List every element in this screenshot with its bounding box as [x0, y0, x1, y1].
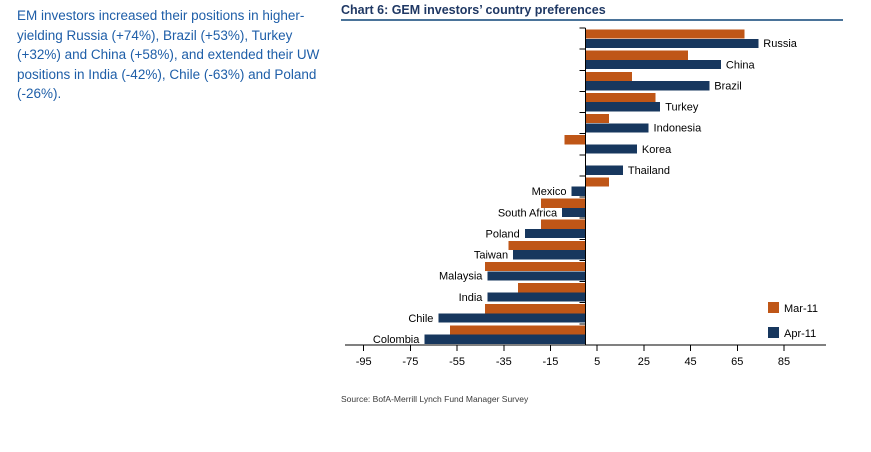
x-tick-label-65: 65	[731, 356, 743, 368]
category-label-thailand: Thailand	[628, 165, 670, 177]
category-label-colombia: Colombia	[373, 334, 420, 346]
category-label-poland: Poland	[486, 228, 520, 240]
legend-label-apr-11: Apr-11	[784, 328, 816, 340]
bar-mar-11-malaysia	[485, 261, 586, 272]
category-label-chile: Chile	[408, 313, 433, 325]
bar-apr-11-south-africa	[562, 207, 586, 218]
bar-mar-11-taiwan	[508, 240, 586, 251]
chart-title: Chart 6: GEM investors’ country preferen…	[341, 3, 606, 17]
category-label-india: India	[459, 292, 484, 304]
bar-mar-11-colombia	[450, 325, 586, 335]
bar-mar-11-russia	[585, 29, 745, 39]
category-label-brazil: Brazil	[714, 80, 742, 92]
bar-apr-11-indonesia	[585, 123, 649, 133]
bar-apr-11-thailand	[585, 165, 623, 175]
bar-mar-11-mexico	[585, 177, 609, 187]
x-tick-label--55: -55	[449, 356, 465, 368]
x-tick-label--75: -75	[402, 356, 418, 368]
bar-apr-11-mexico	[571, 186, 586, 196]
category-label-turkey: Turkey	[665, 102, 699, 114]
bar-mar-11-korea	[564, 135, 586, 145]
bar-apr-11-china	[585, 59, 721, 70]
category-label-south-africa: South Africa	[498, 207, 558, 219]
bar-mar-11-turkey	[585, 92, 656, 103]
category-label-china: China	[726, 59, 756, 71]
legend-swatch-mar-11	[768, 302, 779, 313]
x-tick-label--15: -15	[543, 356, 559, 368]
bar-apr-11-korea	[585, 144, 637, 154]
bar-mar-11-india	[517, 283, 586, 293]
bar-mar-11-chile	[485, 304, 586, 314]
bar-mar-11-poland	[541, 219, 586, 229]
x-tick-label--95: -95	[356, 356, 372, 368]
category-label-korea: Korea	[642, 144, 672, 156]
chart-panel: Chart 6: GEM investors’ country preferen…	[341, 0, 843, 410]
bar-mar-11-china	[585, 50, 689, 60]
category-label-russia: Russia	[763, 38, 798, 50]
bar-apr-11-russia	[585, 38, 759, 48]
bar-apr-11-colombia	[424, 334, 586, 344]
category-label-taiwan: Taiwan	[474, 250, 508, 262]
bar-apr-11-taiwan	[513, 250, 586, 260]
x-tick-label-25: 25	[638, 356, 650, 368]
legend-swatch-apr-11	[768, 327, 779, 338]
category-label-malaysia: Malaysia	[439, 271, 483, 283]
x-tick-label-45: 45	[684, 356, 696, 368]
bar-mar-11-indonesia	[585, 114, 609, 124]
bar-apr-11-poland	[524, 229, 586, 239]
title-rule	[341, 19, 843, 21]
source-note: Source: BofA-Merrill Lynch Fund Manager …	[341, 394, 529, 404]
category-label-mexico: Mexico	[532, 186, 567, 198]
bar-apr-11-malaysia	[487, 271, 586, 281]
bar-apr-11-turkey	[585, 102, 661, 112]
bar-apr-11-india	[487, 292, 586, 302]
x-tick-label--35: -35	[496, 356, 512, 368]
category-label-indonesia: Indonesia	[654, 123, 703, 135]
commentary-text: EM investors increased their positions i…	[17, 8, 320, 101]
legend-label-mar-11: Mar-11	[784, 303, 818, 315]
x-tick-label-5: 5	[594, 356, 600, 368]
x-tick-label-85: 85	[778, 356, 790, 368]
bar-apr-11-chile	[438, 313, 586, 323]
bar-mar-11-south-africa	[541, 198, 586, 208]
bar-mar-11-brazil	[585, 71, 633, 81]
bar-apr-11-brazil	[585, 81, 710, 91]
